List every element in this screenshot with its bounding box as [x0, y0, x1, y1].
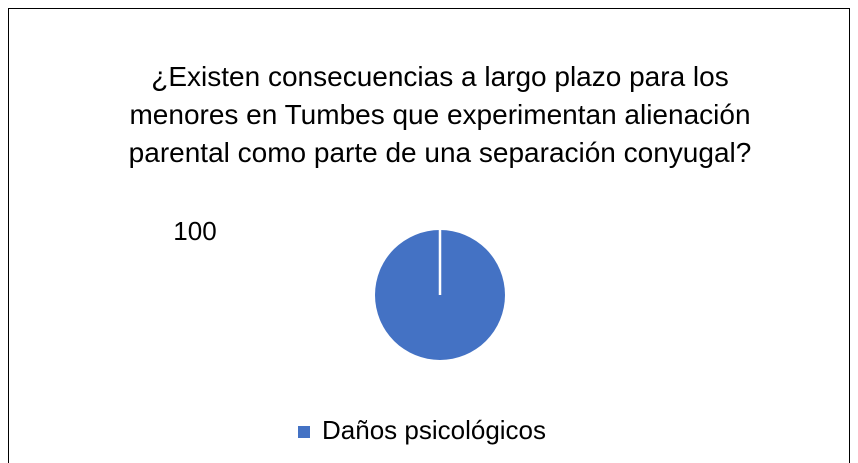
legend-label: Daños psicológicos	[322, 415, 546, 445]
data-label: 100	[173, 216, 216, 246]
chart-title: ¿Existen consecuencias a largo plazo par…	[128, 61, 752, 168]
chart-frame	[8, 8, 850, 463]
legend-swatch	[298, 426, 310, 438]
